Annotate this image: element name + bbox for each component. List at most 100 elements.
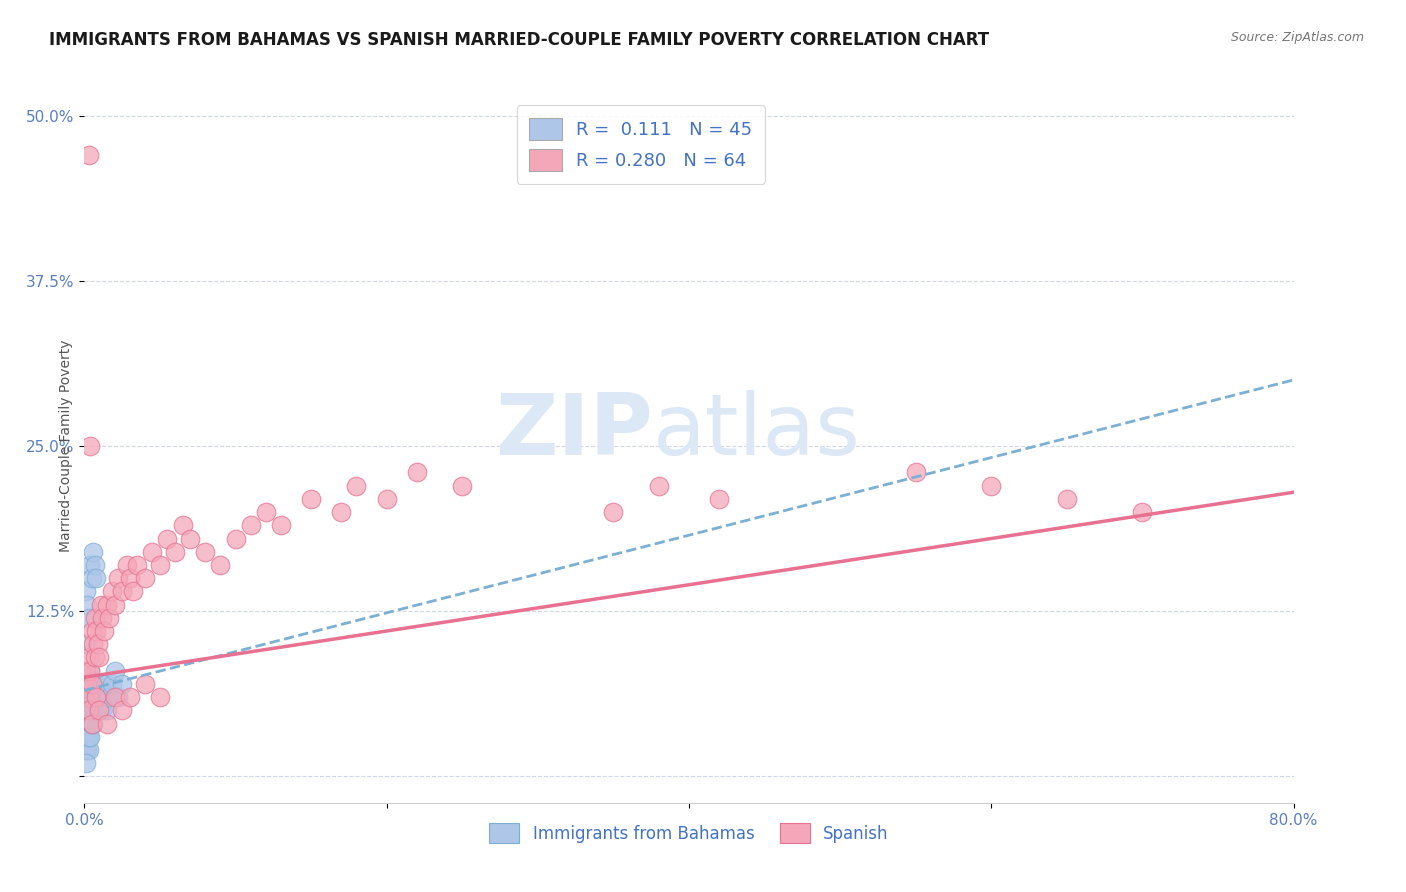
Point: [111, 584, 134, 599]
Point: [406, 466, 429, 480]
Point: [239, 518, 262, 533]
Point: [602, 505, 624, 519]
Point: [76, 677, 98, 691]
Point: [346, 478, 368, 492]
Point: [76, 598, 98, 612]
Point: [111, 703, 134, 717]
Point: [96, 716, 118, 731]
Point: [121, 584, 143, 599]
Point: [84, 558, 107, 572]
Point: [82, 637, 104, 651]
Point: [77, 650, 100, 665]
Point: [172, 518, 194, 533]
Point: [89, 690, 111, 704]
Point: [93, 690, 115, 704]
Point: [75, 756, 97, 771]
Point: [77, 690, 100, 704]
Point: [127, 558, 149, 572]
Point: [115, 558, 138, 572]
Point: [76, 743, 98, 757]
Point: [89, 650, 111, 665]
Point: [96, 703, 118, 717]
Point: [86, 571, 108, 585]
Point: [87, 703, 110, 717]
Point: [87, 637, 110, 651]
Point: [86, 624, 108, 638]
Point: [134, 677, 156, 691]
Point: [1130, 505, 1153, 519]
Point: [709, 491, 731, 506]
Point: [75, 584, 97, 599]
Text: atlas: atlas: [652, 390, 860, 474]
Point: [100, 584, 122, 599]
Point: [80, 624, 103, 638]
Point: [90, 677, 112, 691]
Point: [149, 690, 172, 704]
Point: [80, 716, 103, 731]
Point: [97, 611, 120, 625]
Point: [80, 690, 103, 704]
Point: [82, 690, 104, 704]
Point: [97, 690, 120, 704]
Point: [84, 677, 107, 691]
Point: [90, 598, 112, 612]
Point: [84, 703, 107, 717]
Point: [75, 664, 97, 678]
Point: [648, 478, 671, 492]
Y-axis label: Married-Couple Family Poverty: Married-Couple Family Poverty: [59, 340, 73, 552]
Point: [107, 571, 129, 585]
Text: ZIP: ZIP: [495, 390, 652, 474]
Point: [79, 703, 101, 717]
Point: [84, 650, 107, 665]
Text: Source: ZipAtlas.com: Source: ZipAtlas.com: [1230, 31, 1364, 45]
Point: [111, 677, 134, 691]
Point: [79, 664, 101, 678]
Point: [77, 743, 100, 757]
Point: [82, 716, 104, 731]
Point: [104, 690, 127, 704]
Point: [225, 532, 247, 546]
Point: [77, 703, 100, 717]
Point: [451, 478, 474, 492]
Point: [980, 478, 1002, 492]
Point: [375, 491, 398, 506]
Point: [89, 703, 111, 717]
Point: [76, 716, 98, 731]
Point: [141, 545, 163, 559]
Point: [79, 558, 101, 572]
Point: [96, 598, 118, 612]
Point: [254, 505, 277, 519]
Point: [270, 518, 292, 533]
Point: [194, 545, 217, 559]
Point: [209, 558, 232, 572]
Point: [107, 690, 129, 704]
Point: [118, 690, 141, 704]
Point: [76, 677, 98, 691]
Point: [904, 466, 927, 480]
Point: [80, 571, 103, 585]
Point: [75, 716, 97, 731]
Point: [330, 505, 353, 519]
Point: [100, 677, 122, 691]
Point: [156, 532, 179, 546]
Legend: Immigrants from Bahamas, Spanish: Immigrants from Bahamas, Spanish: [481, 814, 897, 852]
Point: [118, 571, 141, 585]
Point: [79, 730, 101, 744]
Point: [91, 611, 114, 625]
Point: [77, 148, 100, 162]
Point: [134, 571, 156, 585]
Point: [149, 558, 172, 572]
Point: [82, 545, 104, 559]
Point: [77, 703, 100, 717]
Point: [77, 730, 100, 744]
Point: [165, 545, 187, 559]
Point: [77, 677, 100, 691]
Point: [104, 664, 127, 678]
Point: [79, 439, 101, 453]
Point: [75, 703, 97, 717]
Point: [179, 532, 201, 546]
Point: [80, 716, 103, 731]
Point: [76, 730, 98, 744]
Point: [75, 637, 97, 651]
Point: [79, 664, 101, 678]
